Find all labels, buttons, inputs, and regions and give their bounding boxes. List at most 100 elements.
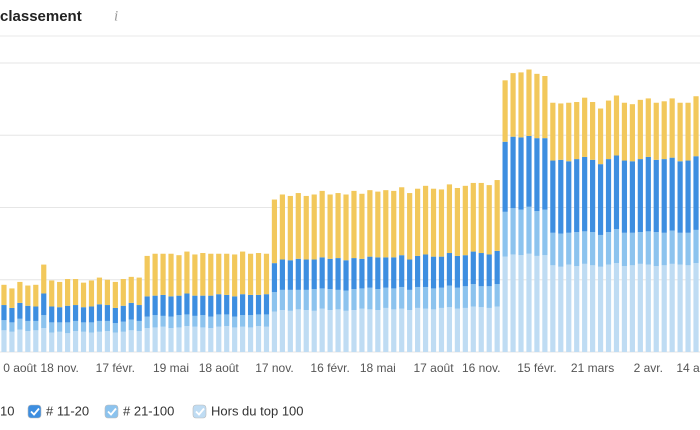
bar-segment bbox=[255, 253, 262, 295]
bar-segment bbox=[478, 286, 484, 308]
bar-segment bbox=[96, 304, 103, 321]
bar-segment bbox=[287, 289, 293, 311]
bar-segment bbox=[88, 332, 95, 352]
bar-segment bbox=[661, 159, 667, 233]
bar-segment bbox=[446, 184, 453, 254]
bar-segment bbox=[438, 189, 445, 257]
bar-segment bbox=[96, 320, 103, 332]
bar-segment bbox=[216, 314, 222, 327]
bar-segment bbox=[168, 253, 174, 297]
bar-segment bbox=[534, 138, 540, 212]
bar-segment bbox=[295, 309, 301, 352]
info-icon[interactable]: i bbox=[114, 8, 118, 24]
bar-segment bbox=[303, 259, 309, 290]
bar-segment bbox=[613, 263, 620, 352]
bar-segment bbox=[558, 233, 564, 267]
legend-checkbox[interactable] bbox=[192, 404, 207, 419]
bar-segment bbox=[319, 257, 325, 289]
legend-checkbox[interactable] bbox=[104, 404, 119, 419]
bar-segment bbox=[25, 320, 31, 332]
bar-segment bbox=[216, 253, 222, 295]
bar-segment bbox=[486, 254, 492, 287]
bar-segment bbox=[510, 136, 516, 209]
bar-segment bbox=[343, 260, 349, 291]
legend-checkbox[interactable] bbox=[27, 404, 42, 419]
bar-segment bbox=[152, 327, 158, 352]
bar-segment bbox=[287, 260, 293, 290]
bar-segment bbox=[1, 320, 7, 331]
bar-segment bbox=[33, 306, 39, 321]
bar-segment bbox=[526, 253, 532, 352]
bar-segment bbox=[224, 325, 230, 352]
legend-label[interactable]: Hors du top 100 bbox=[211, 403, 304, 418]
bar-segment bbox=[144, 296, 150, 317]
bar-segment bbox=[136, 305, 142, 321]
bar-segment bbox=[510, 208, 516, 255]
bar-segment bbox=[25, 305, 31, 321]
bar-segment bbox=[327, 194, 333, 259]
bar-segment bbox=[120, 305, 126, 322]
bar-segment bbox=[383, 257, 389, 288]
bar-segment bbox=[200, 315, 206, 328]
bar-segment bbox=[112, 281, 118, 308]
bar-segment bbox=[72, 320, 79, 332]
bar-segment bbox=[446, 285, 453, 308]
legend-label[interactable]: # 21-100 bbox=[123, 403, 174, 418]
bar-segment bbox=[224, 253, 230, 295]
bar-segment bbox=[430, 309, 437, 352]
bar-segment bbox=[57, 281, 63, 308]
bar-segment bbox=[422, 308, 429, 352]
bar-segment bbox=[430, 288, 437, 310]
bar-segment bbox=[375, 257, 381, 290]
bar-segment bbox=[80, 282, 87, 308]
bar-segment bbox=[502, 256, 508, 352]
bar-segment bbox=[685, 102, 691, 161]
x-tick-label: 21 mars bbox=[571, 361, 614, 375]
bar-segment bbox=[446, 307, 453, 352]
bar-segment bbox=[359, 288, 365, 309]
bar-segment bbox=[335, 309, 341, 352]
bar-segment bbox=[25, 285, 31, 306]
bar-segment bbox=[399, 255, 405, 287]
bar-segment bbox=[128, 330, 134, 352]
bar-segment bbox=[494, 180, 500, 251]
bar-segment bbox=[80, 307, 87, 323]
legend-label[interactable]: 10 bbox=[0, 403, 14, 418]
bar-segment bbox=[136, 320, 142, 332]
bar-segment bbox=[391, 257, 397, 289]
bar-segment bbox=[271, 292, 278, 312]
bar-segment bbox=[494, 250, 500, 285]
bar-segment bbox=[367, 256, 373, 288]
x-tick-label: 17 févr. bbox=[96, 361, 135, 375]
bar-segment bbox=[550, 265, 556, 352]
bar-segment bbox=[693, 156, 699, 230]
bar-segment bbox=[693, 96, 699, 157]
bar-segment bbox=[72, 331, 79, 352]
bar-segment bbox=[438, 287, 445, 308]
bar-segment bbox=[637, 232, 643, 264]
bar-segment bbox=[621, 102, 628, 161]
bar-segment bbox=[96, 331, 103, 352]
bar-segment bbox=[41, 264, 47, 294]
bar-segment bbox=[518, 137, 524, 210]
legend-label[interactable]: # 11-20 bbox=[46, 403, 89, 418]
bar-segment bbox=[319, 308, 325, 352]
bar-segment bbox=[558, 266, 564, 352]
bar-segment bbox=[613, 229, 620, 264]
bar-segment bbox=[200, 253, 206, 296]
bar-segment bbox=[263, 314, 270, 327]
bar-segment bbox=[72, 305, 79, 321]
bar-segment bbox=[518, 72, 524, 138]
bar-segment bbox=[104, 331, 110, 352]
bar-segment bbox=[558, 103, 564, 160]
bar-segment bbox=[184, 251, 190, 294]
bar-segment bbox=[574, 159, 580, 233]
bar-segment bbox=[661, 101, 667, 160]
bar-segment bbox=[574, 266, 580, 352]
bar-segment bbox=[478, 307, 484, 352]
bar-segment bbox=[120, 279, 126, 306]
bar-segment bbox=[470, 284, 476, 307]
bar-segment bbox=[184, 325, 190, 352]
bar-segment bbox=[224, 294, 230, 315]
